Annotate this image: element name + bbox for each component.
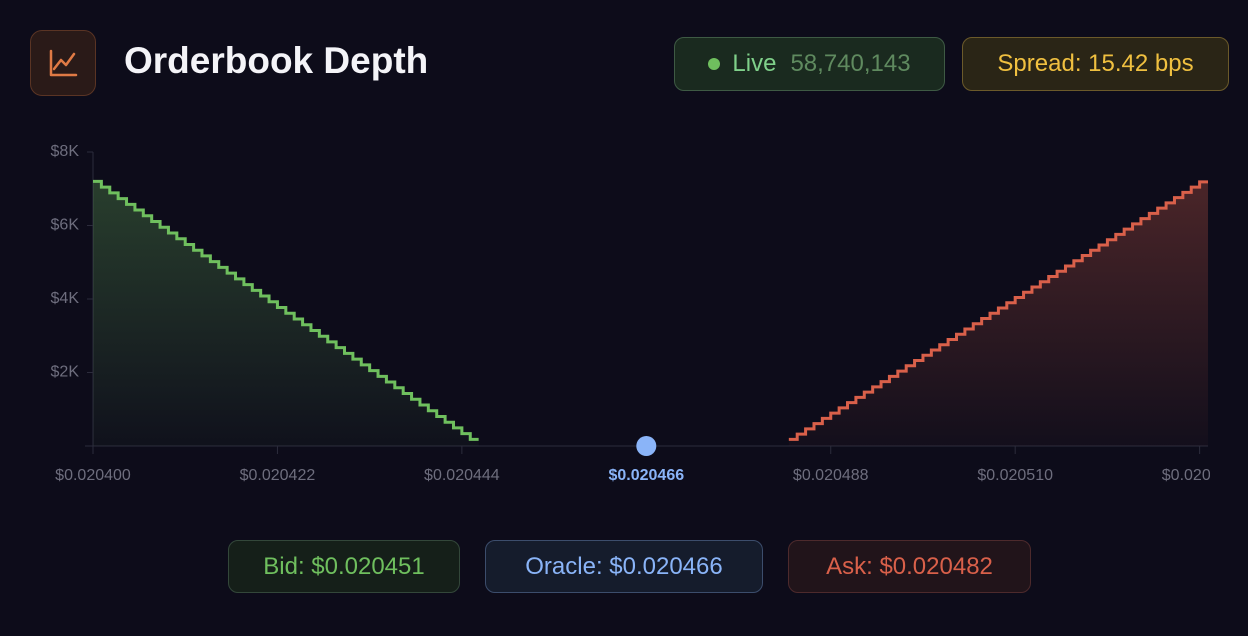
y-tick-label: $6K: [51, 217, 80, 234]
x-tick-label: $0.020510: [977, 467, 1053, 484]
y-tick-label: $4K: [51, 290, 80, 307]
y-tick-label: $8K: [51, 143, 80, 160]
x-tick-label: $0.020444: [424, 467, 500, 484]
x-tick-label: $0.020400: [55, 467, 131, 484]
live-badge: Live 58,740,143: [674, 37, 945, 91]
x-tick-label: $0.020532: [1162, 467, 1210, 484]
icon-graphic: [49, 49, 78, 77]
x-tick-label: $0.020488: [793, 467, 869, 484]
chart-icon: [30, 30, 96, 96]
oracle-marker: [636, 436, 657, 456]
depth-line: [788, 180, 1208, 441]
ask-price: Ask: $0.020482: [788, 540, 1031, 593]
live-dot: [708, 58, 721, 70]
depth-line: [93, 179, 479, 441]
live-count: 58,740,143: [790, 50, 911, 77]
title: Orderbook Depth: [124, 40, 429, 81]
spread-badge: Spread: 15.42 bps: [962, 37, 1229, 91]
live-label: Live: [732, 50, 777, 77]
oracle-price: Oracle: $0.020466: [485, 540, 763, 593]
bid-price: Bid: $0.020451: [228, 540, 460, 593]
y-tick-label: $2K: [51, 364, 80, 381]
x-tick-label: $0.020422: [240, 467, 316, 484]
x-tick-label: $0.020466: [608, 467, 684, 484]
depth-chart: $2K $4K $6K $8K $0.020400 $0.020422 $0.020444 $…: [51, 143, 1210, 484]
